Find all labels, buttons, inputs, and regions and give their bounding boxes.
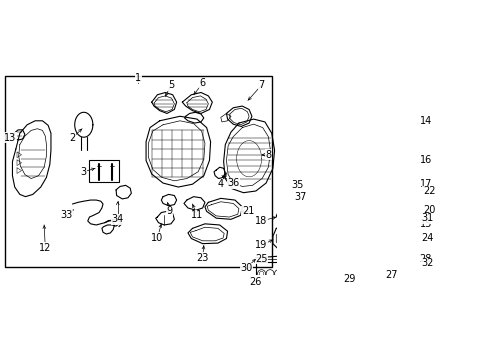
Text: 13: 13 bbox=[4, 133, 16, 143]
Text: 8: 8 bbox=[265, 150, 271, 160]
Text: 24: 24 bbox=[420, 233, 433, 243]
Text: 37: 37 bbox=[293, 192, 305, 202]
Text: 20: 20 bbox=[422, 205, 434, 215]
Text: 14: 14 bbox=[419, 116, 431, 126]
Text: 18: 18 bbox=[255, 216, 267, 226]
Text: 15: 15 bbox=[419, 219, 431, 229]
Text: 22: 22 bbox=[422, 186, 434, 196]
Text: 3: 3 bbox=[81, 167, 87, 177]
Text: 9: 9 bbox=[166, 206, 173, 216]
Text: 26: 26 bbox=[249, 276, 262, 287]
Text: 1: 1 bbox=[135, 73, 141, 83]
Text: 2: 2 bbox=[69, 133, 76, 143]
Bar bbox=[89, 161, 119, 182]
Text: 31: 31 bbox=[421, 213, 433, 223]
Text: 30: 30 bbox=[240, 263, 252, 273]
Text: 23: 23 bbox=[196, 253, 208, 263]
Text: 7: 7 bbox=[258, 80, 264, 90]
Bar bbox=[255, 262, 288, 288]
Text: 6: 6 bbox=[199, 78, 205, 89]
Text: 36: 36 bbox=[226, 178, 239, 188]
Text: 34: 34 bbox=[111, 214, 123, 224]
Text: 32: 32 bbox=[420, 258, 433, 269]
Text: 35: 35 bbox=[290, 180, 303, 190]
Text: 10: 10 bbox=[151, 233, 163, 243]
Text: 21: 21 bbox=[241, 206, 254, 216]
Text: 16: 16 bbox=[419, 156, 431, 166]
Bar bbox=[350, 262, 383, 275]
Text: 25: 25 bbox=[255, 254, 267, 264]
Text: 11: 11 bbox=[190, 210, 203, 220]
Text: 17: 17 bbox=[419, 179, 431, 189]
Text: 19: 19 bbox=[255, 240, 267, 250]
Text: 5: 5 bbox=[167, 80, 174, 90]
Text: 27: 27 bbox=[385, 270, 397, 280]
Text: 4: 4 bbox=[217, 179, 224, 189]
Bar bbox=[309, 261, 341, 276]
Text: 12: 12 bbox=[39, 243, 51, 253]
Text: 29: 29 bbox=[343, 274, 355, 284]
Text: 28: 28 bbox=[419, 254, 431, 264]
Text: 33: 33 bbox=[61, 210, 73, 220]
